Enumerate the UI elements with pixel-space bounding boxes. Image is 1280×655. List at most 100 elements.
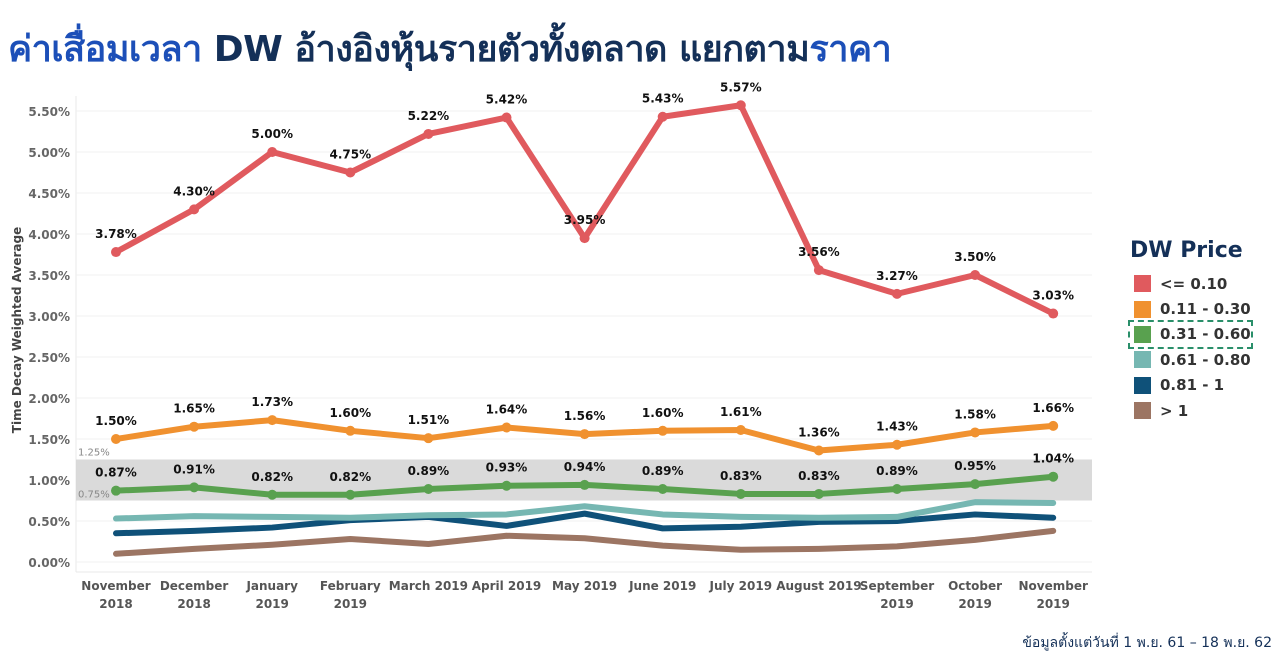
x-tick-label: October bbox=[948, 579, 1002, 593]
data-label: 0.89% bbox=[876, 464, 918, 478]
data-label: 1.50% bbox=[95, 414, 137, 428]
data-label: 5.43% bbox=[642, 92, 684, 106]
y-tick-label: 4.00% bbox=[28, 228, 70, 242]
data-point bbox=[501, 480, 512, 491]
data-point bbox=[1048, 420, 1059, 431]
data-point bbox=[735, 488, 746, 499]
x-tick-label: May 2019 bbox=[552, 579, 617, 593]
data-label: 1.65% bbox=[173, 402, 215, 416]
legend-item[interactable]: 0.11 - 0.30 bbox=[1130, 296, 1251, 321]
data-point bbox=[813, 488, 824, 499]
data-label: 1.56% bbox=[564, 409, 606, 423]
data-point bbox=[813, 445, 824, 456]
data-label: 0.89% bbox=[642, 464, 684, 478]
y-tick-label: 1.00% bbox=[28, 474, 70, 488]
data-point bbox=[813, 265, 824, 276]
legend-item[interactable]: > 1 bbox=[1130, 398, 1251, 423]
legend-label: 0.11 - 0.30 bbox=[1160, 300, 1251, 319]
series-line bbox=[113, 527, 1057, 557]
data-point bbox=[1048, 471, 1059, 482]
legend-title: DW Price bbox=[1130, 238, 1243, 263]
data-label: 3.03% bbox=[1032, 289, 1074, 303]
data-label: 3.56% bbox=[798, 245, 840, 259]
data-label: 1.60% bbox=[642, 406, 684, 420]
y-tick-label: 2.50% bbox=[28, 351, 70, 365]
data-point bbox=[189, 482, 200, 493]
legend-item[interactable]: 0.81 - 1 bbox=[1130, 373, 1251, 398]
title-part-2: DW อ้างอิงหุ้นรายตัวทั้งตลาด แยกตาม bbox=[201, 29, 810, 70]
legend-label: 0.81 - 1 bbox=[1160, 376, 1225, 395]
data-point bbox=[345, 167, 356, 178]
data-point bbox=[657, 425, 668, 436]
data-label: 0.83% bbox=[798, 469, 840, 483]
data-label: 1.58% bbox=[954, 407, 996, 421]
x-tick-label: November bbox=[1018, 579, 1087, 593]
legend-swatch bbox=[1134, 300, 1151, 318]
data-point bbox=[267, 415, 278, 426]
data-label: 0.82% bbox=[251, 470, 293, 484]
data-point bbox=[501, 422, 512, 433]
x-tick-label: September bbox=[860, 579, 934, 593]
data-label: 1.61% bbox=[720, 405, 762, 419]
data-label: 1.64% bbox=[486, 403, 528, 417]
footnote: ข้อมูลตั้งแต่วันที่ 1 พ.ย. 61 – 18 พ.ย. … bbox=[1022, 635, 1272, 651]
y-tick-label: 5.00% bbox=[28, 146, 70, 160]
data-point bbox=[970, 427, 981, 438]
data-point bbox=[111, 485, 121, 496]
data-point bbox=[735, 100, 746, 111]
data-label: 4.75% bbox=[329, 148, 371, 162]
x-tick-label: January bbox=[245, 579, 298, 593]
band-label-high: 1.25% bbox=[78, 448, 110, 459]
x-tick-label: July 2019 bbox=[709, 579, 773, 593]
data-point bbox=[423, 484, 434, 495]
data-label: 5.42% bbox=[486, 93, 528, 107]
title-part-1: ค่าเสื่อมเวลา bbox=[8, 29, 202, 70]
data-label: 0.93% bbox=[486, 461, 528, 475]
x-tick-label: November bbox=[81, 579, 150, 593]
data-label: 3.78% bbox=[95, 227, 137, 241]
data-point bbox=[267, 147, 278, 157]
x-tick-label: April 2019 bbox=[472, 579, 542, 593]
legend-item[interactable]: 0.31 - 0.60 bbox=[1128, 319, 1253, 350]
data-point bbox=[111, 247, 121, 258]
data-label: 0.89% bbox=[408, 464, 450, 478]
data-label: 5.22% bbox=[408, 109, 450, 123]
data-label: 4.30% bbox=[173, 184, 215, 198]
data-label: 3.50% bbox=[954, 250, 996, 264]
line-chart: 0.00% 0.50% 1.00% 1.50% 2.00% 2.50% 3.00% 3.50%… bbox=[10, 80, 1092, 611]
data-label: 0.91% bbox=[173, 462, 215, 476]
data-label: 0.87% bbox=[95, 466, 137, 480]
data-point bbox=[892, 439, 902, 450]
x-tick-label-year: 2019 bbox=[958, 597, 991, 611]
legend-item[interactable]: 0.61 - 0.80 bbox=[1130, 347, 1251, 372]
data-point bbox=[423, 433, 434, 444]
x-tick-label: February bbox=[320, 579, 381, 593]
legend-item[interactable]: <= 0.10 bbox=[1130, 271, 1251, 296]
legend-label: 0.61 - 0.80 bbox=[1160, 350, 1251, 369]
x-tick-label-year: 2019 bbox=[255, 597, 288, 611]
legend-swatch bbox=[1134, 325, 1151, 343]
x-tick-label: March 2019 bbox=[389, 579, 468, 593]
data-label: 1.51% bbox=[408, 413, 450, 427]
y-tick-label: 2.00% bbox=[28, 392, 70, 406]
title-part-3: ราคา bbox=[809, 29, 892, 70]
data-point bbox=[189, 421, 200, 432]
data-label: 0.83% bbox=[720, 469, 762, 483]
legend-swatch bbox=[1134, 402, 1151, 420]
y-tick-label: 4.50% bbox=[28, 187, 70, 201]
y-axis-title: Time Decay Weighted Average bbox=[10, 227, 24, 433]
legend-label: <= 0.10 bbox=[1160, 274, 1228, 293]
y-tick-label: 3.50% bbox=[28, 269, 70, 283]
x-tick-label-year: 2019 bbox=[880, 597, 913, 611]
data-point bbox=[345, 489, 356, 500]
data-label: 1.43% bbox=[876, 420, 918, 434]
data-point bbox=[267, 489, 278, 500]
data-point bbox=[892, 484, 902, 495]
series-line bbox=[113, 510, 1057, 537]
data-label: 3.95% bbox=[564, 213, 606, 227]
data-point bbox=[1048, 308, 1059, 319]
data-point bbox=[892, 288, 902, 299]
legend-label: 0.31 - 0.60 bbox=[1160, 325, 1251, 344]
legend-swatch bbox=[1134, 376, 1151, 394]
y-tick-label: 5.50% bbox=[28, 105, 70, 119]
